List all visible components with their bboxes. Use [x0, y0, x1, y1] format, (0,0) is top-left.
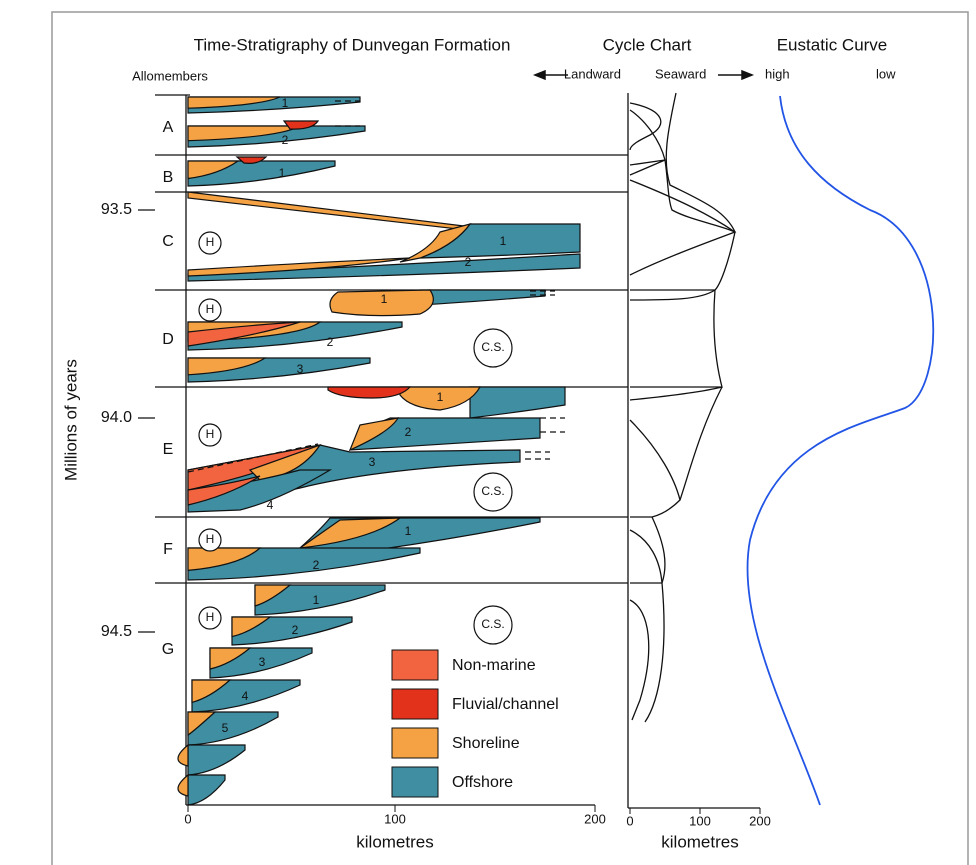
offshore-wedge [420, 290, 545, 305]
eustatic-title: Eustatic Curve [777, 35, 888, 54]
legend-swatch [392, 650, 438, 680]
seaward-label: Seaward [655, 66, 706, 81]
unit-number: 3 [259, 655, 266, 669]
unit-number: 2 [313, 558, 320, 572]
title: Time-Stratigraphy of Dunvegan Formation [194, 35, 511, 54]
hiatus-label: H [206, 532, 215, 546]
legend-label: Fluvial/channel [452, 696, 559, 713]
allomember-label: A [163, 119, 174, 136]
allomember-label: C [162, 233, 174, 250]
figure: Time-Stratigraphy of Dunvegan Formation … [0, 0, 976, 865]
cycle-title: Cycle Chart [603, 35, 692, 54]
legend-swatch [392, 767, 438, 797]
offshore-wedge [188, 745, 245, 775]
hiatus-label: H [206, 302, 215, 316]
low-label: low [876, 66, 896, 81]
cycle-curve [630, 93, 735, 722]
unit-number: 2 [282, 133, 289, 147]
condensed-label: C.S. [481, 617, 504, 631]
page: {"header": {"title": "Time-Stratigraphy … [0, 0, 976, 865]
unit-number: 1 [500, 234, 507, 248]
unit-number: 5 [222, 721, 229, 735]
cycle-curve [630, 110, 735, 232]
unit-number: 1 [282, 96, 289, 110]
legend-label: Non-marine [452, 657, 536, 674]
cycle-x-tick-label: 200 [749, 813, 771, 828]
unit-number: 3 [297, 362, 304, 376]
cycle-curve [630, 103, 735, 720]
condensed-label: C.S. [481, 340, 504, 354]
hiatus-label: H [206, 427, 215, 441]
shoreline-wedge [178, 775, 188, 796]
arrow-head [535, 71, 545, 79]
x-tick-label: 100 [384, 811, 406, 826]
allomember-label: F [163, 541, 173, 558]
arrow-head [742, 71, 752, 79]
unit-number: 1 [381, 292, 388, 306]
cycle-x-axis-label: kilometres [661, 832, 738, 851]
unit-number: 3 [369, 455, 376, 469]
hiatus-label: H [206, 235, 215, 249]
x-axis-label: kilometres [356, 832, 433, 851]
unit-number: 1 [405, 524, 412, 538]
y-axis-label: Millions of years [61, 359, 80, 481]
x-tick-label: 200 [584, 811, 606, 826]
landward-label: Landward [564, 66, 621, 81]
y-tick-label: 94.0 [101, 409, 132, 426]
shoreline-wedge [178, 745, 188, 766]
cycle-x-tick-label: 0 [626, 813, 633, 828]
high-label: high [765, 66, 790, 81]
y-tick-label: 94.5 [101, 623, 132, 640]
hiatus-label: H [206, 610, 215, 624]
fluvial-channel [328, 387, 410, 398]
allomembers-label: Allomembers [132, 68, 208, 83]
x-tick-label: 0 [184, 811, 191, 826]
offshore-wedge [470, 387, 565, 418]
legend-label: Shoreline [452, 735, 520, 752]
body: Time-Stratigraphy of Dunvegan Formation … [0, 0, 976, 865]
offshore-wedge [188, 775, 225, 805]
unit-number: 2 [292, 623, 299, 637]
y-tick-label: 93.5 [101, 201, 132, 218]
unit-number: 1 [437, 390, 444, 404]
unit-number: 4 [267, 498, 274, 512]
allomember-label: E [163, 441, 174, 458]
unit-number: 2 [465, 255, 472, 269]
allomember-label: D [162, 331, 174, 348]
unit-number: 1 [279, 166, 286, 180]
legend-label: Offshore [452, 774, 513, 791]
unit-number: 4 [242, 689, 249, 703]
condensed-label: C.S. [481, 484, 504, 498]
legend-swatch [392, 728, 438, 758]
allomember-label: B [163, 169, 174, 186]
cycle-x-tick-label: 100 [689, 813, 711, 828]
shoreline-band [188, 192, 484, 232]
unit-number: 2 [327, 335, 334, 349]
eustatic-curve [747, 96, 933, 805]
unit-number: 1 [313, 593, 320, 607]
allomember-label: G [162, 641, 174, 658]
unit-number: 2 [405, 425, 412, 439]
legend-swatch [392, 689, 438, 719]
